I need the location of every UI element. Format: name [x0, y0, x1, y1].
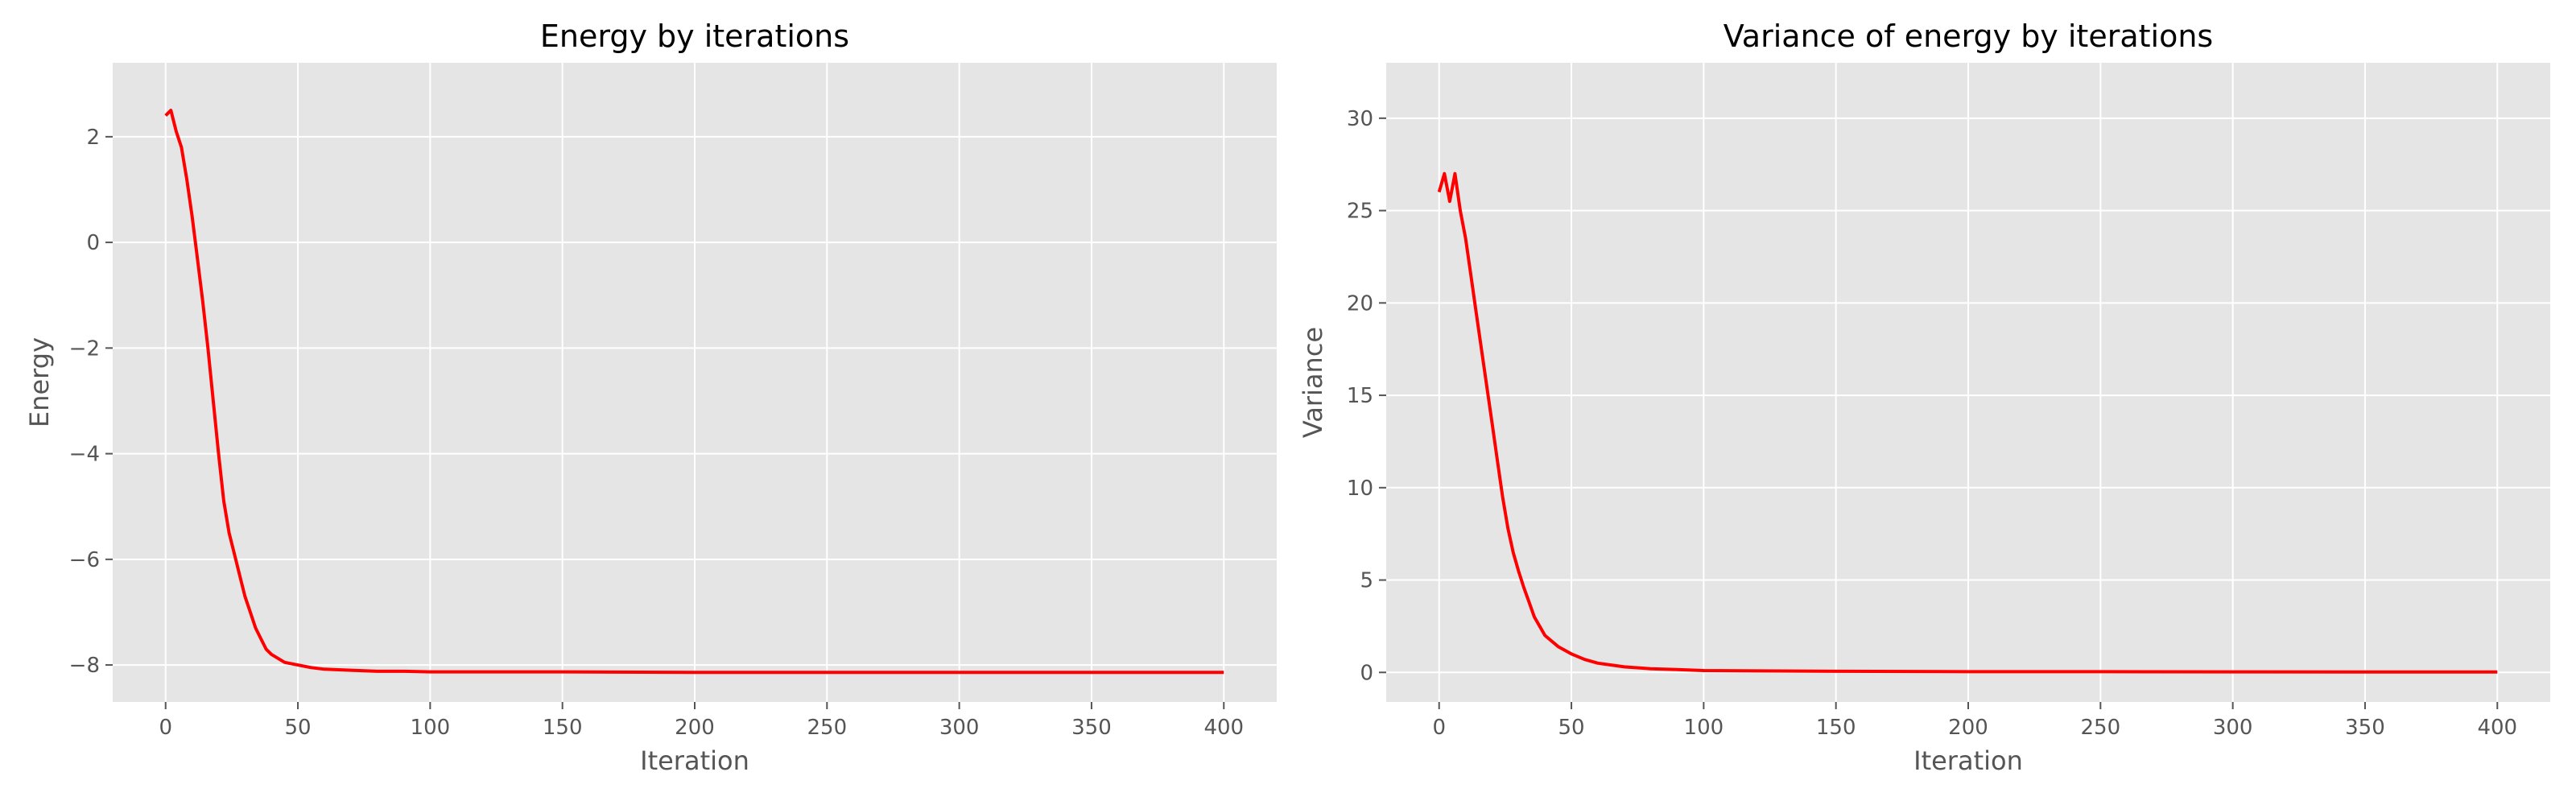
- y-tick-label: 25: [1347, 200, 1373, 224]
- x-tick-label: 100: [1684, 716, 1724, 740]
- series-line-1: [1437, 171, 2498, 674]
- x-tick-label: 250: [2080, 716, 2120, 740]
- x-tick-label: 150: [1816, 716, 1856, 740]
- chart-panel-2: 0 50 100 150 200 250 300 350 400 0 5 10 15 20 25 30 Vari…: [1298, 19, 2550, 776]
- x-axis-label: Iteration: [640, 745, 749, 776]
- x-tick-label: 0: [1432, 716, 1446, 740]
- x-tick-label: 400: [1203, 716, 1244, 740]
- y-tick-label: 5: [1360, 569, 1373, 593]
- chart-title: Energy by iterations: [540, 19, 849, 54]
- y-tick-label: 30: [1347, 107, 1373, 131]
- x-tick-label: 300: [2213, 716, 2253, 740]
- x-axis-label: Iteration: [1913, 745, 2023, 776]
- x-tick-label: 200: [1948, 716, 1988, 740]
- y-tick-label: 0: [86, 231, 100, 255]
- y-tick-label: −4: [69, 443, 100, 467]
- x-tick-label: 100: [411, 716, 451, 740]
- x-tick-label: 50: [284, 716, 311, 740]
- y-axis-label: Variance: [1298, 327, 1328, 438]
- x-tick-label: 400: [2477, 716, 2517, 740]
- x-tick-label: 300: [939, 716, 980, 740]
- x-tick-label: 150: [543, 716, 583, 740]
- series-line-1: [164, 109, 1224, 675]
- y-tick-label: 2: [86, 126, 100, 150]
- x-tick-label: 250: [807, 716, 847, 740]
- x-tick-label: 200: [675, 716, 715, 740]
- x-tick-label: 350: [2345, 716, 2385, 740]
- chart-panel-1: 0 50 100 150 200 250 300 350 400 −8 −6 −4 −2 0 2 Energy…: [24, 19, 1277, 776]
- y-tick-label: 15: [1347, 384, 1373, 408]
- y-tick-label: 0: [1360, 661, 1373, 685]
- x-tick-label: 0: [159, 716, 172, 740]
- y-tick-label: −8: [69, 654, 100, 678]
- y-tick-label: 10: [1347, 477, 1373, 501]
- y-axis-label: Energy: [24, 337, 55, 427]
- y-tick-label: 20: [1347, 291, 1373, 316]
- y-tick-label: −2: [69, 336, 100, 361]
- chart-title: Variance of energy by iterations: [1724, 19, 2213, 54]
- y-tick-label: −6: [69, 548, 100, 572]
- x-tick-label: 350: [1071, 716, 1112, 740]
- x-tick-label: 50: [1558, 716, 1584, 740]
